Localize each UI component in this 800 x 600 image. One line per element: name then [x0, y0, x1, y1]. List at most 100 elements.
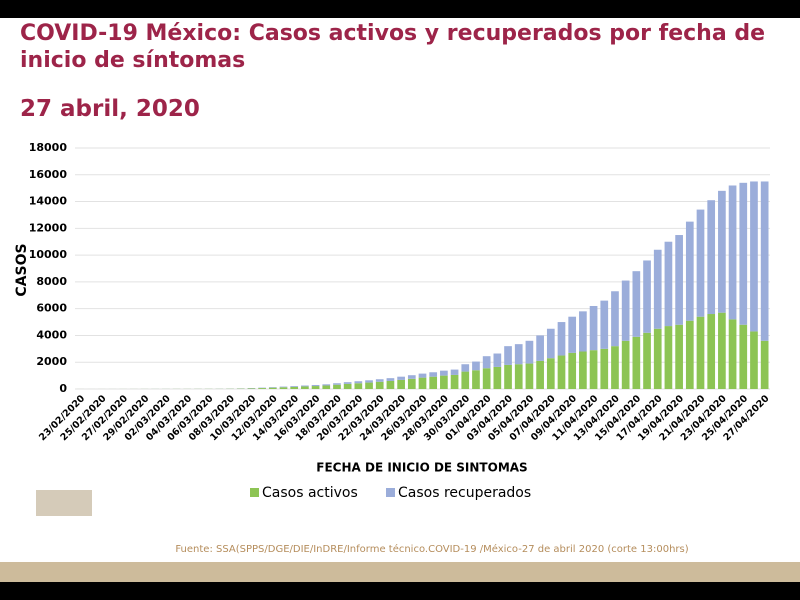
bar-segment: [664, 326, 673, 389]
bar-segment: [536, 360, 544, 389]
bar-segment: [493, 353, 502, 367]
bar-segment: [493, 366, 502, 389]
bar-segment: [643, 260, 651, 333]
bar-segment: [750, 331, 758, 389]
bar-segment: [675, 324, 683, 389]
y-tick-label: 12000: [29, 221, 68, 234]
bar-segment: [696, 316, 705, 389]
bar-segment: [739, 182, 748, 325]
bar-segment: [407, 378, 416, 389]
bar-segment: [504, 364, 512, 389]
bar-segment: [461, 364, 470, 372]
legend-swatch: [250, 488, 259, 497]
bar-segment: [621, 340, 630, 389]
bar-segment: [343, 382, 352, 384]
bar-segment: [418, 373, 427, 378]
y-tick-label: 6000: [36, 302, 67, 315]
bar-segment: [450, 374, 459, 389]
bar-segment: [675, 235, 683, 325]
bar-segment: [696, 209, 705, 317]
bar-segment: [718, 190, 726, 313]
bar-segment: [664, 241, 673, 327]
bar-segment: [365, 380, 373, 383]
y-tick-label: 16000: [29, 168, 68, 181]
bar-segment: [354, 383, 363, 389]
subtitle: 27 abril, 2020: [20, 96, 200, 122]
bar-segment: [589, 350, 598, 389]
legend-label: Casos recuperados: [398, 485, 531, 501]
bar-segment: [301, 385, 309, 387]
bar-segment: [397, 379, 405, 389]
bar-segment: [440, 375, 448, 389]
y-tick-label: 18000: [29, 141, 68, 154]
bar-segment: [482, 368, 491, 389]
bar-segment: [386, 380, 395, 389]
bar-segment: [343, 383, 352, 389]
bar-segment: [429, 376, 438, 389]
bar-segment: [397, 376, 405, 380]
bar-segment: [653, 328, 662, 389]
bar-segment: [707, 314, 716, 389]
y-tick-label: 10000: [29, 248, 68, 261]
bottom-bar: [0, 582, 800, 600]
bar-segment: [750, 181, 758, 332]
bar-segment: [504, 346, 512, 365]
bar-segment: [247, 388, 256, 389]
legend-swatch: [386, 488, 395, 497]
bar-segment: [279, 386, 288, 388]
bar-segment: [611, 291, 619, 347]
bar-segment: [568, 316, 577, 353]
bar-segment: [600, 300, 609, 349]
bar-segment: [461, 371, 470, 389]
bar-segment: [760, 181, 769, 341]
bar-segment: [268, 387, 277, 389]
bar-segment: [611, 346, 619, 389]
bar-segment: [685, 221, 694, 321]
bar-segment: [568, 352, 577, 389]
bar-segment: [589, 305, 598, 351]
bar-segment: [546, 328, 555, 359]
bar-segment: [579, 351, 587, 389]
bar-segment: [322, 385, 331, 389]
bar-segment: [546, 358, 555, 389]
title: COVID-19 México: Casos activos y recuper…: [20, 21, 766, 73]
bar-segment: [514, 364, 523, 389]
bar-segment: [365, 382, 373, 389]
bar-segment: [472, 361, 480, 371]
bar-segment: [333, 383, 341, 385]
bar-segment: [514, 344, 523, 365]
bar-segment: [301, 386, 309, 389]
bar-segment: [707, 200, 716, 315]
bar-segment: [290, 386, 299, 389]
bar-segment: [450, 369, 459, 375]
bar-segment: [728, 185, 737, 320]
bar-segment: [525, 363, 534, 389]
bar-segment: [685, 320, 694, 389]
legend-label: Casos activos: [262, 485, 358, 501]
bar-segment: [632, 271, 641, 337]
bar-segment: [472, 370, 480, 389]
bar-segment: [279, 387, 288, 389]
y-tick-label: 8000: [36, 275, 67, 288]
bar-segment: [429, 372, 438, 377]
bar-segment: [525, 340, 534, 364]
bar-segment: [653, 249, 662, 329]
x-axis-label: FECHA DE INICIO DE SINTOMAS: [316, 461, 527, 475]
bar-segment: [333, 384, 341, 389]
bar-segment: [418, 377, 427, 389]
logo: [36, 490, 92, 516]
bar-segment: [643, 332, 651, 389]
bar-segment: [579, 311, 587, 352]
bar-segment: [482, 356, 491, 369]
y-tick-label: 2000: [36, 355, 67, 368]
bar-segment: [258, 388, 266, 389]
bar-segment: [621, 280, 630, 341]
bar-segment: [536, 335, 544, 361]
bar-segment: [760, 340, 769, 389]
bar-segment: [632, 336, 641, 389]
bar-segment: [311, 384, 320, 387]
y-tick-label: 14000: [29, 195, 68, 208]
bar-segment: [375, 379, 384, 382]
